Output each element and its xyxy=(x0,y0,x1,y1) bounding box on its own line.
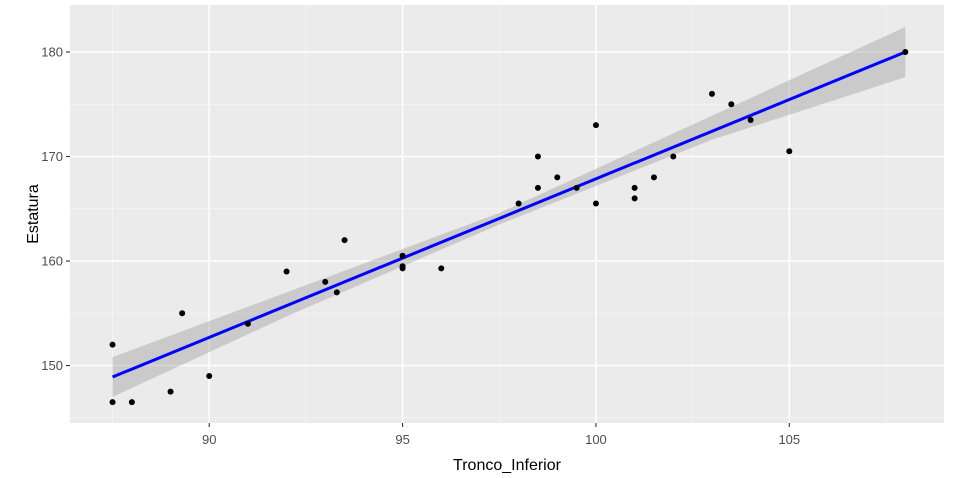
data-point xyxy=(206,372,213,379)
y-axis-ticks: 150 160 170 180 xyxy=(41,45,70,373)
data-point xyxy=(786,148,793,155)
data-point xyxy=(592,200,599,207)
data-point xyxy=(109,399,116,406)
data-point xyxy=(399,265,406,272)
y-axis-title: Estatura xyxy=(25,184,42,244)
data-points xyxy=(109,49,909,406)
y-tick-label: 180 xyxy=(41,45,63,60)
data-point xyxy=(109,341,116,348)
x-tick-label: 100 xyxy=(585,432,607,447)
data-point xyxy=(128,399,135,406)
x-axis-title: Tronco_Inferior xyxy=(453,457,562,474)
data-point xyxy=(902,49,909,56)
data-point xyxy=(631,184,638,191)
x-axis-ticks: 90 95 100 105 xyxy=(202,423,800,447)
data-point xyxy=(244,320,251,327)
data-point xyxy=(554,174,561,181)
data-point xyxy=(438,265,445,272)
data-point xyxy=(592,122,599,129)
data-point xyxy=(534,184,541,191)
data-point xyxy=(650,174,657,181)
data-point xyxy=(728,101,735,108)
confidence-band xyxy=(112,26,906,397)
y-tick-label: 150 xyxy=(41,358,63,373)
data-point xyxy=(322,278,329,285)
data-point xyxy=(399,252,406,259)
data-point xyxy=(534,153,541,160)
data-point xyxy=(515,200,522,207)
minor-gridlines xyxy=(70,5,944,423)
data-point xyxy=(333,289,340,296)
data-point xyxy=(631,195,638,202)
x-tick-label: 105 xyxy=(778,432,800,447)
data-point xyxy=(708,90,715,97)
data-point xyxy=(179,310,186,317)
data-point xyxy=(341,237,348,244)
fit-line xyxy=(111,50,906,379)
data-point xyxy=(573,184,580,191)
major-gridlines xyxy=(70,5,944,423)
x-tick-label: 95 xyxy=(395,432,409,447)
data-point xyxy=(283,268,290,275)
data-point xyxy=(167,388,174,395)
x-tick-label: 90 xyxy=(202,432,216,447)
data-point xyxy=(670,153,677,160)
y-tick-label: 170 xyxy=(41,149,63,164)
data-point xyxy=(747,116,754,123)
y-tick-label: 160 xyxy=(41,254,63,269)
